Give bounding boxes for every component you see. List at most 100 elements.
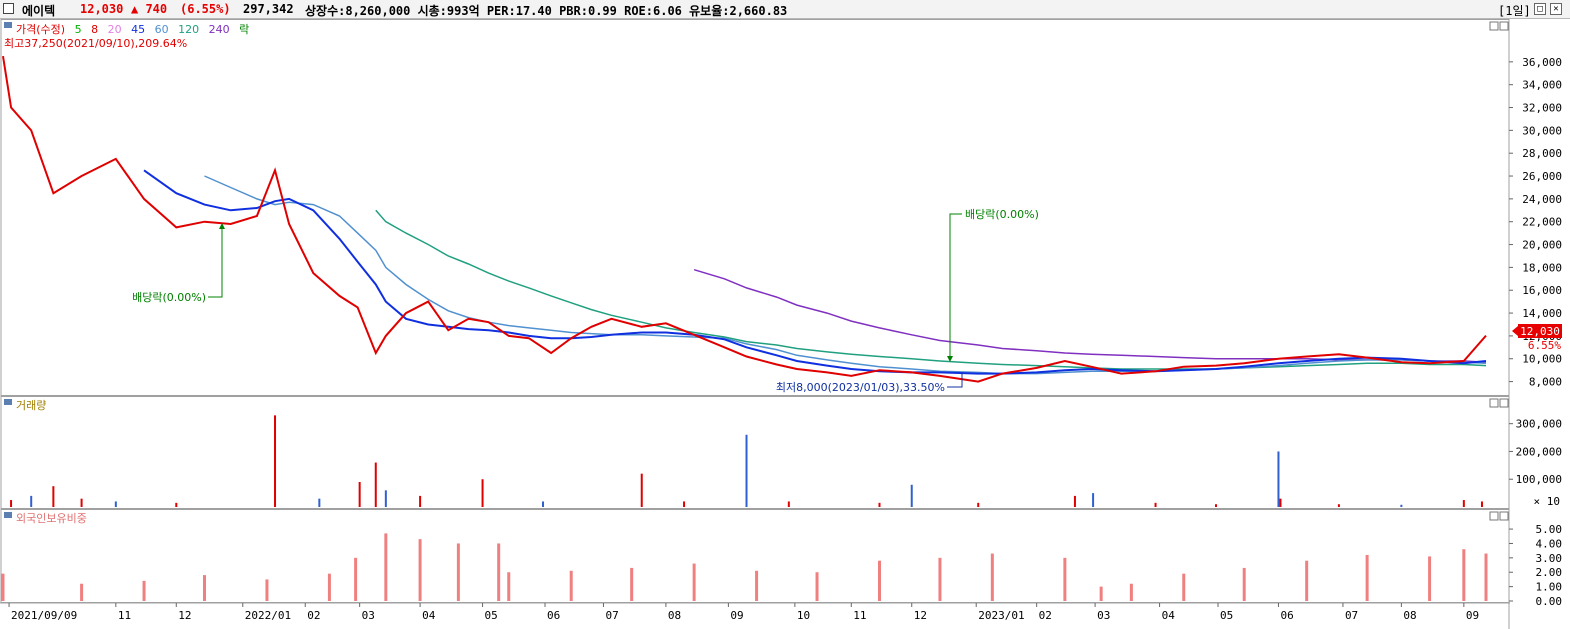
legend-item-ma60: 60 xyxy=(155,23,169,36)
stock-chart[interactable]: 8,00010,00012,00014,00016,00018,00020,00… xyxy=(0,19,1570,629)
dividend-label-1: 배당락(0.00%) xyxy=(132,291,206,304)
date-axis-tick-label: 08 xyxy=(1403,609,1416,622)
legend-volume: 거래량 xyxy=(16,399,46,412)
foreign-ownership-bar xyxy=(202,575,206,601)
current-price-pointer xyxy=(1512,326,1518,336)
low-marker-line xyxy=(947,373,963,388)
foreign-ownership-bar xyxy=(1063,557,1067,601)
price-plot xyxy=(2,55,1487,383)
legend-item-ma20: 20 xyxy=(108,23,122,36)
volume-bar xyxy=(30,495,33,507)
stock-change: ▲ 740 xyxy=(131,2,168,16)
high-price-note: 최고37,250(2021/09/10),209.64% xyxy=(4,37,187,50)
volume-bar xyxy=(1073,495,1076,507)
foreign-axis-tick-label: 5.00 xyxy=(1536,523,1563,536)
foreign-ownership-bar xyxy=(1182,573,1186,601)
volume-bar xyxy=(358,482,361,507)
foreign-ownership-bar xyxy=(384,533,388,601)
price-axis-tick-label: 36,000 xyxy=(1522,56,1562,69)
foreign-ownership-bar xyxy=(1099,586,1103,601)
legend-item-ma45: 45 xyxy=(131,23,145,36)
volume-bar xyxy=(542,501,545,507)
price-axis-tick-label: 22,000 xyxy=(1522,216,1562,229)
foreign-ownership-bar xyxy=(142,580,146,601)
foreign-axis-tick-label: 4.00 xyxy=(1536,537,1563,550)
date-axis-tick-label: 03 xyxy=(1097,609,1110,622)
price-axis-tick-label: 16,000 xyxy=(1522,284,1562,297)
price-axis-tick-label: 10,000 xyxy=(1522,353,1562,366)
volume-bar xyxy=(384,490,387,507)
legend-price: 가격(수정) 5 8 20 45 60 120 240 락 xyxy=(16,23,249,36)
series-line-가격(수정) xyxy=(2,55,1487,383)
volume-plot xyxy=(10,415,1483,507)
legend-item-ma8: 8 xyxy=(91,23,98,36)
foreign-ownership-bar xyxy=(1242,567,1246,601)
legend-item-ma5: 5 xyxy=(75,23,82,36)
date-axis-tick-label: 02 xyxy=(1039,609,1052,622)
legend-item-price: 가격(수정) xyxy=(16,23,65,36)
foreign-ownership-bar xyxy=(354,557,358,601)
volume-bar xyxy=(910,484,913,507)
foreign-ownership-bar xyxy=(418,539,422,601)
date-axis-tick-label: 09 xyxy=(730,609,743,622)
panel-icon[interactable] xyxy=(4,399,12,405)
volume-bar xyxy=(1480,501,1483,507)
annotations: 배당락(0.00%) 배당락(0.00%) 최저8,000(2023/01/03… xyxy=(132,208,1562,508)
volume-axis-tick-label: 100,000 xyxy=(1516,473,1562,486)
volume-bar xyxy=(878,502,881,507)
volume-bar xyxy=(1277,451,1280,507)
current-change-pct: 6.55% xyxy=(1528,339,1561,352)
select-checkbox[interactable] xyxy=(3,3,14,14)
date-axis-tick-label: 2023/01 xyxy=(978,609,1024,622)
date-axis-tick-label: 2021/09/09 xyxy=(11,609,77,622)
foreign-ownership-bar xyxy=(1462,549,1466,601)
panel-maximize-button xyxy=(1499,511,1509,521)
foreign-ownership-bar xyxy=(1365,554,1369,601)
foreign-ownership-bar xyxy=(1129,583,1133,601)
date-axis-tick-label: 08 xyxy=(668,609,681,622)
volume-axis-tick-label: 200,000 xyxy=(1516,445,1562,458)
volume-bar xyxy=(419,495,422,507)
close-window-button[interactable]: ✕ xyxy=(1550,3,1562,15)
series-line-60 xyxy=(204,175,1487,375)
foreign-ownership-bar xyxy=(938,557,942,601)
stock-price: 12,030 xyxy=(80,2,124,16)
panel-icon[interactable] xyxy=(4,22,12,28)
date-axis-tick-label: 02 xyxy=(307,609,320,622)
volume-bar xyxy=(1214,504,1217,507)
volume-bar xyxy=(318,498,321,507)
foreign-ownership-bar xyxy=(1484,553,1488,601)
panel-frames xyxy=(0,19,1510,629)
panel-minimize-button xyxy=(1489,511,1499,521)
volume-bar xyxy=(1337,504,1340,507)
series-line-45 xyxy=(143,169,1487,375)
series-line-240 xyxy=(693,268,1487,363)
price-axis-tick-label: 32,000 xyxy=(1522,102,1562,115)
date-axis-tick-label: 05 xyxy=(1220,609,1233,622)
series-line-120 xyxy=(375,209,1487,370)
panel-minimize-button xyxy=(1489,398,1499,408)
volume-bar xyxy=(114,501,117,507)
legends: 가격(수정) 5 8 20 45 60 120 240 락 최고37,250(2… xyxy=(4,22,249,525)
current-price-tag xyxy=(1518,324,1562,338)
foreign-ownership-bar xyxy=(1428,556,1432,601)
volume-bar xyxy=(481,479,484,507)
axes: 8,00010,00012,00014,00016,00018,00020,00… xyxy=(8,56,1563,622)
volume-bar xyxy=(274,415,277,507)
foreign-ownership-bar xyxy=(755,570,759,601)
date-axis-tick-label: 06 xyxy=(1280,609,1293,622)
volume-bar xyxy=(10,500,13,507)
volume-bar xyxy=(1462,500,1465,507)
date-axis-tick-label: 03 xyxy=(362,609,375,622)
volume-bar xyxy=(1279,498,1282,507)
foreign-axis-tick-label: 0.00 xyxy=(1536,595,1563,608)
restore-window-button[interactable]: □ xyxy=(1534,3,1546,15)
volume-axis-tick-label: 300,000 xyxy=(1516,418,1562,431)
stock-change-pct: (6.55%) xyxy=(180,2,231,16)
period-selector[interactable]: [1일] xyxy=(1498,4,1531,18)
panel-icon[interactable] xyxy=(4,512,12,518)
legend-foreign: 외국인보유비중 xyxy=(16,512,87,525)
volume-bar xyxy=(175,502,178,507)
date-axis-tick-label: 12 xyxy=(914,609,927,622)
date-axis-tick-label: 12 xyxy=(178,609,191,622)
